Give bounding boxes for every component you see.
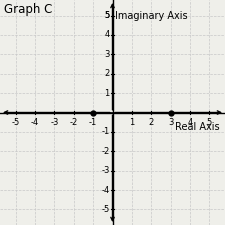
Text: 5: 5 bbox=[104, 11, 110, 20]
Text: -1: -1 bbox=[89, 118, 97, 127]
Text: -5: -5 bbox=[11, 118, 20, 127]
Text: 3: 3 bbox=[168, 118, 173, 127]
Text: -1: -1 bbox=[101, 127, 110, 136]
Text: Imaginary Axis: Imaginary Axis bbox=[115, 11, 188, 20]
Text: -5: -5 bbox=[101, 205, 110, 214]
Text: 4: 4 bbox=[104, 30, 110, 39]
Text: 1: 1 bbox=[104, 89, 110, 98]
Text: 1: 1 bbox=[129, 118, 135, 127]
Text: 2: 2 bbox=[104, 69, 110, 78]
Text: -2: -2 bbox=[70, 118, 78, 127]
Text: 4: 4 bbox=[187, 118, 193, 127]
Text: Real Axis: Real Axis bbox=[175, 122, 219, 132]
Text: 5: 5 bbox=[104, 11, 110, 20]
Text: -4: -4 bbox=[31, 118, 39, 127]
Text: -3: -3 bbox=[101, 166, 110, 175]
Text: 2: 2 bbox=[149, 118, 154, 127]
Text: -4: -4 bbox=[101, 186, 110, 195]
Text: 3: 3 bbox=[104, 50, 110, 59]
Text: 5: 5 bbox=[207, 118, 212, 127]
Text: Graph C: Graph C bbox=[4, 3, 52, 16]
Text: -2: -2 bbox=[101, 147, 110, 156]
Text: -3: -3 bbox=[50, 118, 59, 127]
